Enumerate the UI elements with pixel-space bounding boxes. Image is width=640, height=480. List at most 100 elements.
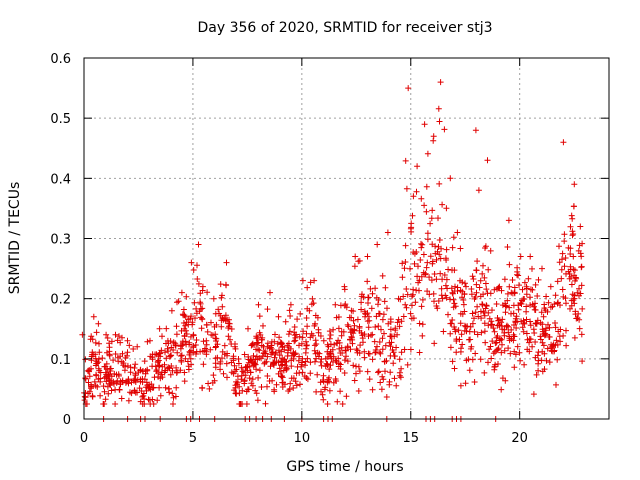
data-point xyxy=(467,345,474,352)
data-point xyxy=(227,336,233,343)
data-point xyxy=(183,293,190,300)
data-point xyxy=(420,251,427,258)
data-point xyxy=(199,384,206,391)
data-point xyxy=(416,320,423,327)
data-point xyxy=(461,308,468,315)
data-point xyxy=(154,397,161,404)
data-point xyxy=(565,244,572,251)
data-point xyxy=(484,157,491,164)
data-point xyxy=(167,338,174,345)
data-point xyxy=(535,276,542,283)
data-point xyxy=(279,355,286,362)
data-point xyxy=(367,285,374,292)
data-point xyxy=(314,371,321,378)
data-point xyxy=(374,343,380,350)
data-point xyxy=(424,236,431,243)
data-point xyxy=(143,384,149,391)
data-point xyxy=(177,343,184,350)
data-point xyxy=(294,316,301,323)
data-point xyxy=(480,262,486,269)
data-point xyxy=(235,360,242,367)
data-point xyxy=(217,281,224,288)
data-point xyxy=(272,331,278,338)
data-point xyxy=(312,358,318,365)
data-point xyxy=(302,358,309,365)
data-point xyxy=(494,315,501,321)
data-point xyxy=(311,277,318,284)
data-point xyxy=(219,348,226,355)
data-point xyxy=(325,376,331,383)
data-point xyxy=(375,301,381,308)
data-point xyxy=(193,348,200,355)
data-point xyxy=(436,180,443,187)
data-point xyxy=(232,368,239,375)
data-point xyxy=(395,316,402,323)
data-point xyxy=(445,266,452,273)
data-point xyxy=(509,277,516,283)
data-point xyxy=(215,306,222,313)
data-point xyxy=(330,353,337,360)
data-point xyxy=(498,386,505,393)
data-point xyxy=(136,385,143,392)
data-point xyxy=(577,250,584,257)
data-point xyxy=(447,175,454,182)
data-point xyxy=(435,105,442,112)
data-point xyxy=(354,316,361,323)
data-point xyxy=(226,316,232,323)
data-point xyxy=(270,361,277,368)
data-point xyxy=(264,373,271,379)
data-point xyxy=(278,348,285,355)
data-point xyxy=(86,373,93,380)
data-point xyxy=(477,293,484,300)
data-point xyxy=(474,331,481,338)
data-point xyxy=(394,331,401,338)
data-point xyxy=(478,315,485,322)
data-point xyxy=(279,379,286,386)
data-point xyxy=(203,348,210,355)
data-point xyxy=(108,387,115,394)
data-point xyxy=(443,205,450,212)
data-point xyxy=(264,383,270,390)
data-point xyxy=(457,348,464,355)
data-point xyxy=(343,347,349,354)
data-point xyxy=(162,349,168,356)
data-point xyxy=(554,278,561,285)
y-tick-label: 0.1 xyxy=(50,353,71,368)
data-point xyxy=(428,215,435,222)
data-point xyxy=(421,121,428,128)
data-point xyxy=(539,265,545,272)
data-point xyxy=(403,185,410,192)
data-point xyxy=(342,347,349,354)
data-point xyxy=(333,340,340,347)
data-point xyxy=(333,314,340,321)
data-point xyxy=(284,342,291,349)
data-point xyxy=(563,300,569,307)
data-point xyxy=(260,350,267,357)
data-point xyxy=(379,272,386,279)
data-point xyxy=(523,291,530,298)
data-point xyxy=(472,127,479,134)
data-point xyxy=(473,281,480,288)
data-point xyxy=(418,195,425,202)
data-point xyxy=(438,245,445,252)
data-point xyxy=(361,348,368,355)
data-point xyxy=(415,279,422,286)
data-point xyxy=(535,367,542,374)
data-point xyxy=(202,345,209,352)
data-point xyxy=(436,237,443,243)
data-point xyxy=(379,373,386,380)
data-point xyxy=(365,350,372,357)
data-point xyxy=(119,334,125,341)
data-point xyxy=(352,253,359,260)
data-point xyxy=(391,375,398,382)
data-point xyxy=(195,241,202,248)
data-point xyxy=(256,347,263,354)
data-point xyxy=(483,286,490,293)
data-point xyxy=(429,241,436,248)
data-point xyxy=(228,326,235,332)
data-point xyxy=(423,183,430,190)
data-point xyxy=(327,362,334,369)
data-point xyxy=(338,328,345,335)
data-point xyxy=(449,317,456,323)
data-point xyxy=(93,372,100,379)
